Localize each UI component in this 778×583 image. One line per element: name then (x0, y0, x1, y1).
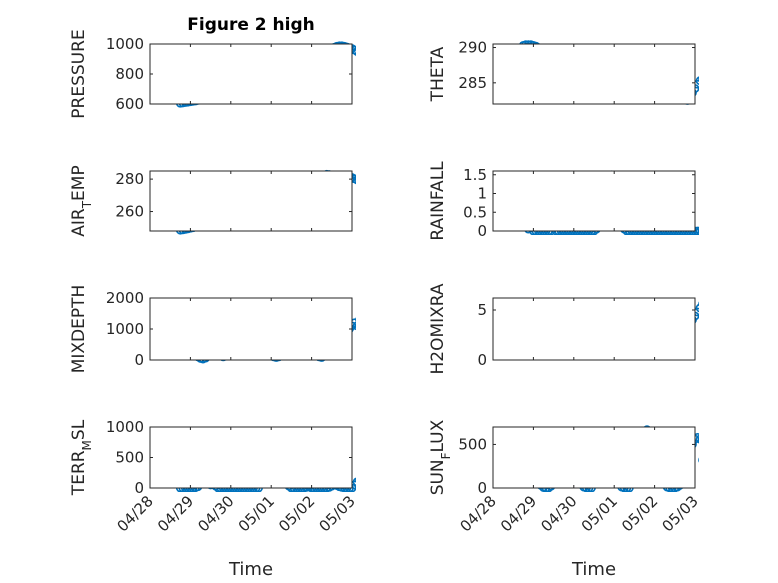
y-axis-label: THETA (428, 46, 448, 102)
y-axis-label: H2OMIXRA (428, 283, 448, 374)
axes-box (492, 170, 696, 232)
data-point (702, 297, 709, 304)
y-tick-label: 0 (477, 351, 487, 369)
x-axis-label-right: Time (571, 559, 616, 580)
axes-box (492, 43, 696, 105)
data-point (695, 434, 699, 444)
y-tick-label: 290 (458, 39, 487, 57)
y-tick-label: 800 (115, 65, 144, 83)
y-tick-label: 0.5 (463, 203, 487, 221)
y-tick-label: 0 (134, 351, 144, 369)
data-point (352, 47, 356, 56)
data-point (352, 321, 356, 331)
x-tick-label: 04/30 (194, 492, 237, 535)
data-point (359, 52, 366, 59)
data-point (355, 178, 356, 184)
data-point (698, 301, 699, 307)
x-tick-label: 05/02 (275, 492, 318, 535)
axes-box (492, 297, 696, 361)
y-tick-label: 500 (115, 449, 144, 467)
x-tick-label: 05/01 (578, 492, 621, 535)
data-point (702, 227, 709, 234)
y-tick-label: 1 (477, 185, 487, 203)
y-tick-label: 1000 (106, 418, 144, 436)
y-tick-label: 2000 (106, 289, 144, 307)
x-tick-label: 04/28 (114, 492, 157, 535)
y-axis-label: MIXDEPTH (69, 285, 89, 374)
data-point (359, 475, 366, 482)
subplot-theta: 285 290 THETA (428, 39, 709, 105)
y-tick-label: 1000 (106, 35, 144, 53)
data-point (702, 463, 709, 470)
y-axis-label: AIRTEMP (69, 165, 94, 236)
data-point (355, 477, 356, 483)
y-tick-label: 1.5 (463, 166, 487, 184)
data-point (352, 175, 356, 185)
x-tick-label: 05/03 (659, 492, 702, 535)
data-point (359, 313, 366, 320)
y-tick-label: 0 (477, 222, 487, 240)
data-point (702, 75, 709, 82)
y-axis-label: TERRMSL (69, 419, 94, 496)
data-point (359, 178, 366, 185)
x-tick-label: 04/28 (457, 492, 500, 535)
y-tick-label: 1000 (106, 320, 144, 338)
data-point (698, 76, 699, 82)
axes-box (149, 43, 353, 105)
subplot-rainfall: 00.511.5 RAINFALL (428, 161, 709, 241)
y-tick-label: 500 (458, 435, 487, 453)
subplot-pressure: 600 800 1000 PRESSURE (69, 29, 366, 119)
y-tick-label: 0 (134, 479, 144, 497)
data-point (698, 457, 699, 463)
x-tick-label: 04/29 (497, 492, 540, 535)
x-tick-label: 05/02 (618, 492, 661, 535)
x-axis-label-left: Time (228, 559, 273, 580)
x-tick-label: 04/30 (537, 492, 580, 535)
x-tick-label: 04/29 (154, 492, 197, 535)
data-point (695, 226, 699, 235)
figure-title: Figure 2 high (187, 15, 315, 35)
axes-box (149, 297, 353, 361)
data-point (698, 228, 699, 234)
y-tick-label: 600 (115, 95, 144, 113)
y-axis-label: PRESSURE (69, 29, 89, 118)
subplot-terr_msl: 0 500 1000 TERRMSL 04/2804/2904/3005/0105/02… (69, 418, 366, 535)
subplot-mixdepth: 0 1000 2000 MIXDEPTH (69, 285, 366, 374)
axes-box (149, 170, 353, 232)
y-axis-label: RAINFALL (428, 161, 448, 241)
subplot-air_temp: 260 280 AIRTEMP (69, 165, 366, 237)
data-point (355, 317, 356, 323)
data-point (352, 477, 356, 487)
subplot-sun_flux: 0 500 SUNFLUX04/2804/2904/3005/0105/0205/0… (428, 419, 709, 535)
y-tick-label: 5 (477, 301, 487, 319)
subplot-h2omixra: 0 5 H2OMIXRA (428, 283, 709, 375)
data-point (695, 76, 699, 85)
x-tick-label: 05/01 (235, 492, 278, 535)
y-tick-label: 285 (458, 74, 487, 92)
y-tick-label: 260 (115, 203, 144, 221)
data-point (695, 303, 699, 313)
y-tick-label: 0 (477, 479, 487, 497)
axes-box (149, 426, 353, 489)
axes-box (492, 426, 696, 489)
x-tick-label: 05/03 (316, 492, 359, 535)
y-tick-label: 280 (115, 170, 144, 188)
data-point (355, 51, 356, 57)
y-axis-label: SUNFLUX (428, 419, 453, 495)
